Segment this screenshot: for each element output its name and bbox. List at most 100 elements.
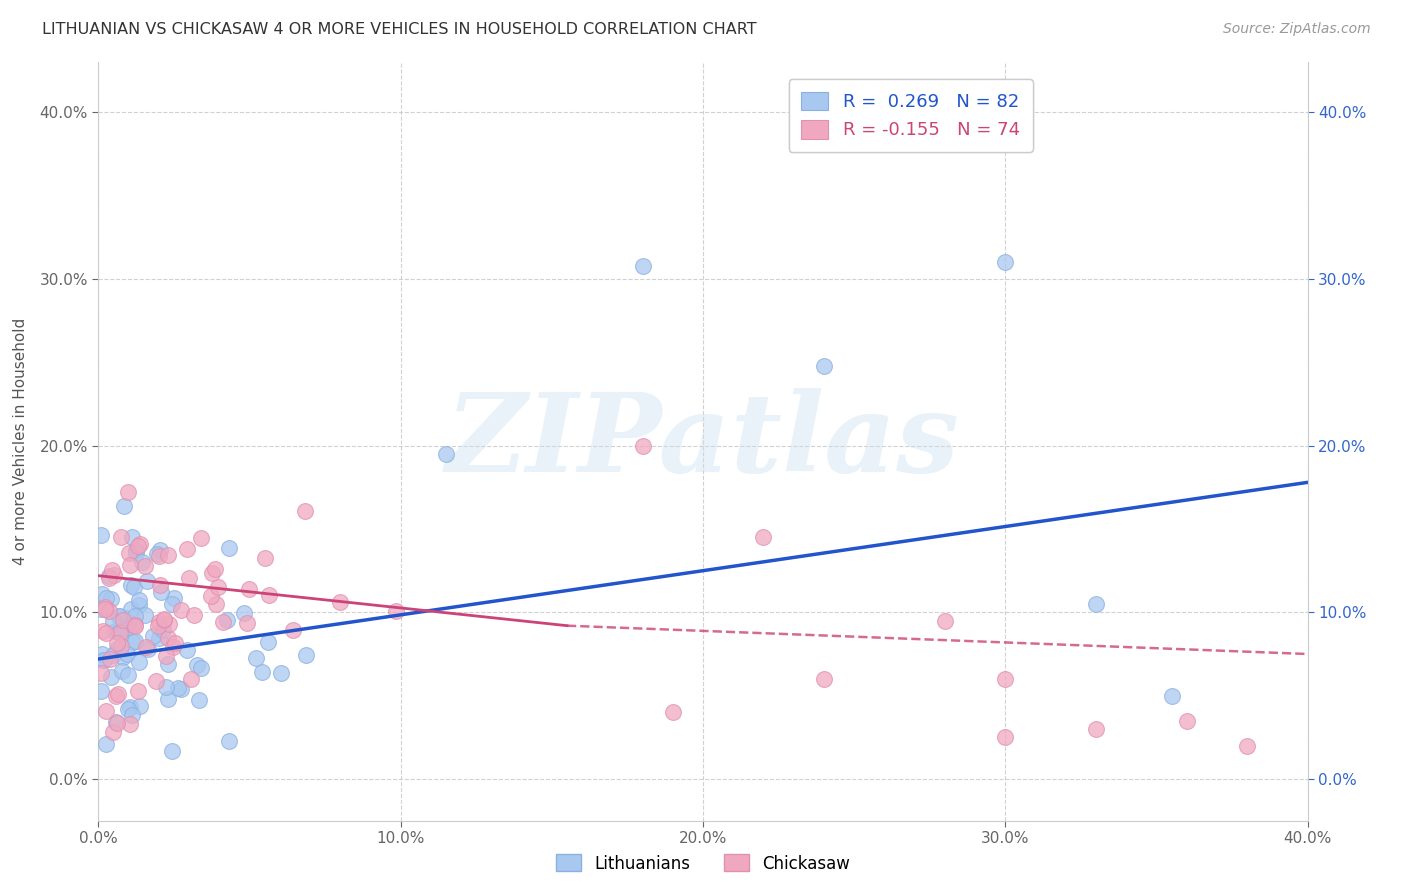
Point: [281, 623, 304, 637]
Point: [207, 580, 229, 594]
Point: [118, 546, 141, 560]
Point: [134, 607, 156, 622]
Point: [124, 619, 146, 633]
Point: [238, 582, 260, 597]
Point: [111, 664, 134, 678]
Point: [112, 650, 135, 665]
Point: [107, 625, 129, 640]
Point: [134, 559, 156, 574]
Point: [111, 613, 134, 627]
Point: [1160, 689, 1182, 703]
Point: [167, 681, 190, 695]
Point: [100, 592, 122, 607]
Point: [120, 578, 142, 592]
Point: [107, 609, 129, 624]
Point: [170, 603, 193, 617]
Text: LITHUANIAN VS CHICKASAW 4 OR MORE VEHICLES IN HOUSEHOLD CORRELATION CHART: LITHUANIAN VS CHICKASAW 4 OR MORE VEHICL…: [42, 22, 756, 37]
Point: [180, 672, 202, 686]
Point: [124, 618, 146, 632]
Point: [101, 725, 124, 739]
Point: [145, 673, 167, 688]
Point: [136, 574, 159, 588]
Point: [91, 647, 114, 661]
Point: [90, 665, 112, 680]
Point: [98, 652, 121, 666]
Point: [183, 608, 205, 623]
Point: [661, 706, 683, 720]
Point: [120, 602, 142, 616]
Point: [434, 447, 457, 461]
Point: [105, 690, 128, 704]
Point: [163, 591, 186, 605]
Point: [129, 699, 152, 714]
Point: [204, 562, 226, 576]
Point: [152, 623, 174, 637]
Point: [91, 624, 114, 638]
Point: [128, 599, 150, 613]
Point: [233, 606, 256, 620]
Point: [186, 657, 208, 672]
Point: [94, 737, 117, 751]
Point: [125, 543, 148, 558]
Point: [131, 555, 153, 569]
Point: [118, 700, 141, 714]
Point: [631, 439, 654, 453]
Point: [117, 702, 139, 716]
Text: Source: ZipAtlas.com: Source: ZipAtlas.com: [1223, 22, 1371, 37]
Point: [159, 616, 181, 631]
Point: [153, 612, 176, 626]
Point: [117, 647, 139, 661]
Point: [97, 604, 120, 618]
Point: [257, 588, 280, 602]
Point: [108, 626, 131, 640]
Point: [994, 255, 1017, 269]
Point: [160, 598, 183, 612]
Point: [122, 618, 145, 632]
Point: [162, 640, 184, 654]
Point: [105, 716, 128, 731]
Point: [934, 614, 956, 628]
Point: [124, 633, 146, 648]
Point: [1236, 739, 1258, 753]
Point: [127, 683, 149, 698]
Point: [218, 541, 240, 555]
Point: [160, 744, 183, 758]
Legend: Lithuanians, Chickasaw: Lithuanians, Chickasaw: [550, 847, 856, 880]
Point: [187, 693, 209, 707]
Point: [235, 616, 257, 631]
Point: [118, 716, 141, 731]
Point: [91, 587, 114, 601]
Point: [93, 653, 115, 667]
Point: [124, 608, 146, 623]
Point: [117, 668, 139, 682]
Point: [176, 542, 198, 557]
Point: [94, 704, 117, 718]
Point: [994, 731, 1017, 745]
Point: [204, 597, 226, 611]
Point: [98, 571, 121, 585]
Point: [101, 648, 124, 662]
Point: [90, 528, 112, 542]
Point: [190, 531, 212, 545]
Point: [149, 577, 172, 591]
Point: [121, 634, 143, 648]
Point: [128, 593, 150, 607]
Point: [212, 615, 235, 629]
Point: [157, 631, 180, 645]
Point: [103, 568, 125, 582]
Point: [110, 639, 132, 653]
Point: [813, 672, 835, 686]
Point: [156, 657, 179, 671]
Legend: R =  0.269   N = 82, R = -0.155   N = 74: R = 0.269 N = 82, R = -0.155 N = 74: [789, 79, 1032, 152]
Point: [148, 549, 170, 563]
Point: [90, 684, 112, 698]
Point: [329, 595, 352, 609]
Point: [994, 672, 1017, 686]
Point: [100, 670, 122, 684]
Point: [176, 642, 198, 657]
Point: [148, 631, 170, 645]
Point: [631, 259, 654, 273]
Point: [118, 620, 141, 634]
Point: [135, 640, 157, 654]
Point: [117, 485, 139, 500]
